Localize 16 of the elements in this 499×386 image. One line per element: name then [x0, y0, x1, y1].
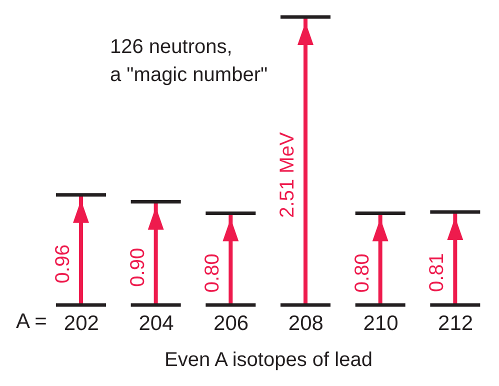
data-label: 0.80	[202, 254, 224, 293]
data-label: 0.81	[426, 253, 448, 292]
data-label: 0.80	[351, 254, 374, 293]
data-label: 0.96	[52, 244, 74, 284]
x-tick-label: 208	[288, 312, 324, 335]
x-tick-label: 212	[438, 312, 474, 335]
bar	[304, 17, 308, 305]
x-tick-label: 204	[138, 312, 174, 335]
x-tick-label: 210	[363, 312, 398, 335]
x-axis-title: Even A isotopes of lead	[164, 349, 372, 371]
annotation-text: 126 neutrons, a "magic number"	[110, 35, 268, 88]
x-tick-label: 202	[64, 312, 99, 335]
x-tick-label: 206	[214, 312, 249, 335]
data-label: 2.51 MeV	[276, 132, 298, 218]
text: A =	[16, 310, 47, 334]
data-label: 0.90	[126, 248, 149, 287]
